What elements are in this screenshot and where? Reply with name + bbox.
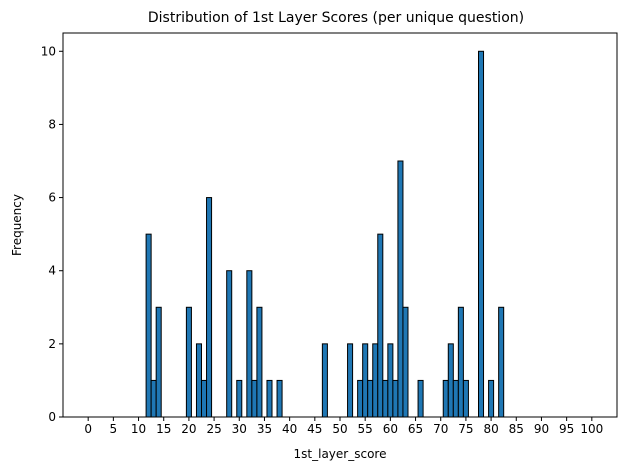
y-tick-label: 10 [41,44,56,58]
bar [195,343,203,418]
x-tick-label: 70 [433,422,448,436]
bar [362,343,369,418]
bar [276,379,283,418]
bar [185,306,192,418]
bar [357,379,364,418]
bar [347,343,354,418]
bar [155,306,162,418]
x-tick-label: 15 [156,422,171,436]
bar [447,343,454,418]
x-tick-label: 60 [383,422,398,436]
bar [367,379,374,418]
bar [397,160,404,418]
bar [498,306,505,418]
bar [402,306,409,418]
bar [150,379,157,418]
y-tick-label: 6 [48,191,56,205]
x-tick-label: 95 [559,422,574,436]
plot-frame [62,32,618,418]
bar [457,306,464,418]
x-tick-label: 35 [257,422,272,436]
x-tick-label: 20 [181,422,196,436]
bar [251,379,258,418]
x-tick-label: 10 [131,422,146,436]
x-axis-label: 1st_layer_score [294,447,387,461]
y-tick-label: 4 [48,264,56,278]
x-tick-label: 75 [458,422,473,436]
x-tick-label: 100 [580,422,603,436]
bar [226,270,233,418]
x-tick-label: 0 [84,422,92,436]
bar [201,379,208,418]
x-tick-label: 65 [408,422,423,436]
bar [372,343,379,418]
bars-group [145,50,505,418]
bar [206,197,213,418]
y-axis-label: Frequency [10,194,24,256]
x-tick-label: 45 [307,422,322,436]
x-tick-label: 30 [232,422,247,436]
bar [377,233,384,418]
chart-title: Distribution of 1st Layer Scores (per un… [148,10,524,26]
bar [321,343,328,418]
bar [387,343,394,418]
bar [145,233,152,418]
bar [478,50,485,418]
x-tick-label: 5 [110,422,118,436]
x-tick-label: 40 [282,422,297,436]
y-axis-ticks: 0 2 4 6 8 10 [41,44,63,424]
x-axis-ticks: 0 5 10 15 20 25 30 35 40 45 50 55 60 65 70 75 80 85 90 95 10… [84,417,603,436]
x-tick-label: 80 [483,422,498,436]
bar [382,379,389,418]
bar [266,379,273,418]
x-tick-label: 85 [509,422,524,436]
bar [488,379,495,418]
bar [417,379,424,418]
y-tick-label: 0 [48,410,56,424]
bar [246,270,253,418]
bar [452,379,459,418]
x-tick-label: 25 [206,422,221,436]
y-tick-label: 8 [48,117,56,131]
bar [392,379,399,418]
bar [442,379,449,418]
bar [256,306,263,418]
bar [236,379,243,418]
bar [462,379,469,418]
x-tick-label: 55 [358,422,373,436]
y-tick-label: 2 [48,337,56,351]
x-tick-label: 50 [332,422,347,436]
x-tick-label: 90 [534,422,549,436]
